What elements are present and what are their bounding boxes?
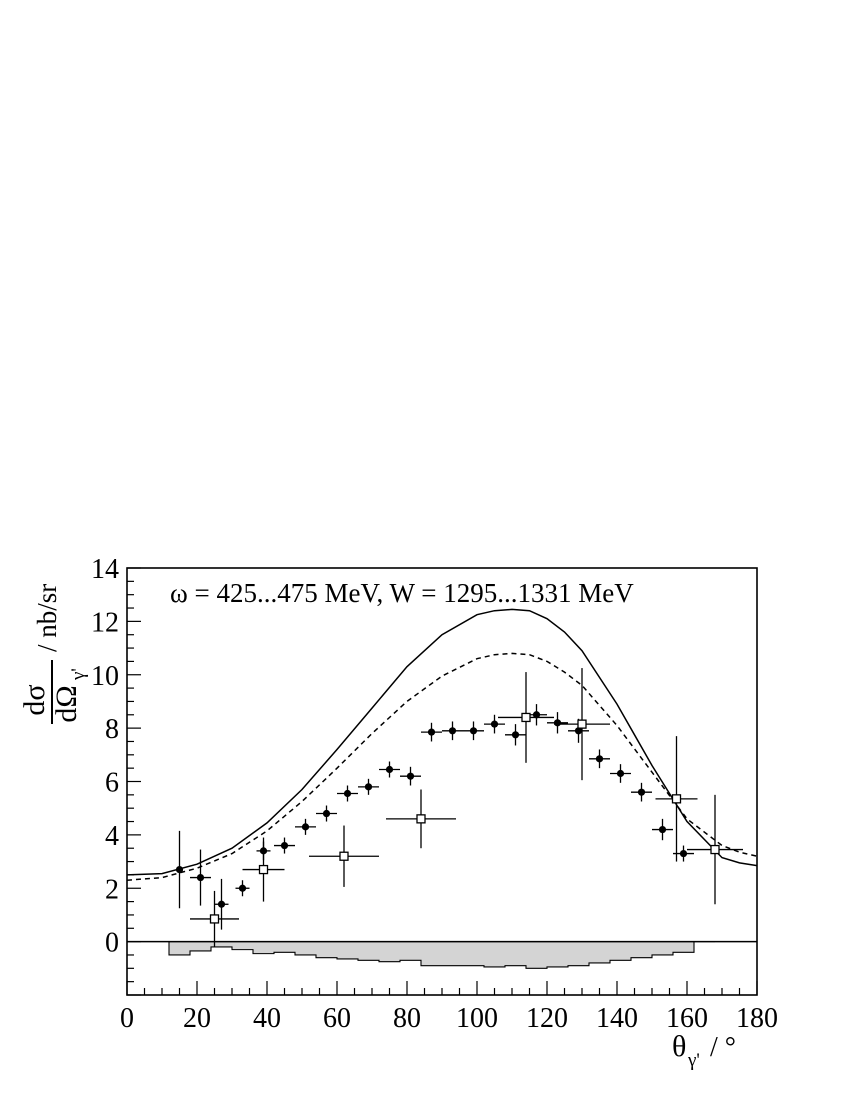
model-curves <box>126 608 758 881</box>
filled-circle-marker <box>490 720 499 728</box>
open-square-marker <box>209 914 220 924</box>
open-square-marker <box>710 844 720 855</box>
filled-circle-marker <box>301 823 310 831</box>
x-tick-label: 140 <box>596 1003 638 1034</box>
circle-point-14 <box>463 721 484 741</box>
square-point-0 <box>190 890 239 947</box>
y-tick-label: 14 <box>91 554 119 585</box>
y-tick-label: 0 <box>105 928 119 959</box>
axis-tick-labels: 0 20 40 60 80 100 120 140 160 180 0 2 4 6 8 10 12 14 <box>91 554 778 1034</box>
y-label-subscript: γ' <box>68 668 89 681</box>
x-tick-label: 160 <box>666 1003 708 1034</box>
x-tick-label: 20 <box>183 1003 211 1034</box>
open-square-marker <box>258 864 269 875</box>
filled-circle-marker <box>175 865 184 874</box>
x-axis-label: θ γ' / ° <box>672 1030 736 1071</box>
square-point-2 <box>309 825 379 887</box>
filled-circle-marker <box>658 825 667 834</box>
filled-circle-marker <box>616 769 625 778</box>
filled-circle-marker <box>196 873 205 882</box>
filled-circle-marker <box>385 765 394 774</box>
y-label-unit: / nb/sr <box>32 584 62 652</box>
x-tick-label: 0 <box>120 1003 134 1034</box>
circle-point-7 <box>316 805 337 822</box>
axis-ticks <box>126 567 758 996</box>
square-point-5 <box>554 668 610 781</box>
filled-circle-marker <box>364 783 373 791</box>
open-square-marker <box>577 719 587 729</box>
filled-circle-marker <box>280 841 289 850</box>
circle-point-2 <box>214 878 229 930</box>
filled-circle-marker <box>469 727 478 735</box>
square-point-7 <box>687 794 743 905</box>
circle-point-5 <box>274 837 295 854</box>
x-tick-label: 60 <box>323 1003 351 1034</box>
circle-point-1 <box>190 849 211 906</box>
dashed-model-curve <box>126 652 758 881</box>
filled-circle-marker <box>679 849 688 858</box>
x-tick-label: 80 <box>393 1003 421 1034</box>
circle-point-18 <box>547 712 568 734</box>
open-square-marker <box>521 712 531 723</box>
filled-circle-marker <box>553 719 562 727</box>
systematic-band-area <box>168 941 715 969</box>
circle-point-3 <box>235 880 250 897</box>
circle-point-16 <box>505 724 526 746</box>
square-point-3 <box>386 789 456 849</box>
x-label-unit: / ° <box>710 1032 736 1063</box>
circle-point-6 <box>295 818 316 835</box>
y-label-numerator: dσ <box>18 684 51 715</box>
square-point-1 <box>242 837 285 902</box>
x-tick-label: 120 <box>526 1003 568 1034</box>
y-tick-label: 12 <box>91 607 119 638</box>
systematic-error-band <box>168 941 715 969</box>
filled-circle-marker <box>595 755 604 763</box>
open-square-marker <box>671 794 682 804</box>
y-tick-label: 10 <box>91 661 119 692</box>
filled-circle-marker <box>637 788 646 796</box>
open-square-marker <box>416 814 426 824</box>
filled-circle-marker <box>574 727 583 735</box>
kinematics-annotation: ω = 425...475 MeV, W = 1295...1331 MeV <box>170 578 634 608</box>
square-point-4 <box>498 672 554 763</box>
circle-point-13 <box>442 721 463 741</box>
square-point-6 <box>655 736 698 862</box>
x-tick-label: 100 <box>456 1003 498 1034</box>
filled-circle-marker <box>238 884 247 892</box>
filled-circle-marker <box>511 731 520 739</box>
circle-point-15 <box>484 714 505 734</box>
y-label-denominator: dΩ <box>50 685 83 722</box>
filled-circle-marker <box>406 772 415 780</box>
filled-circle-marker <box>343 789 352 798</box>
x-tick-label: 180 <box>736 1003 778 1034</box>
circle-point-10 <box>379 761 400 778</box>
circle-point-21 <box>610 764 631 783</box>
filled-circle-marker <box>322 809 331 818</box>
data-points <box>175 668 743 947</box>
solid-model-curve <box>126 608 758 876</box>
filled-circle-marker <box>217 900 226 908</box>
circle-point-8 <box>337 785 358 802</box>
circle-point-11 <box>400 766 421 786</box>
y-axis-label: dσ dΩ γ' / nb/sr <box>18 584 89 724</box>
circle-point-12 <box>421 722 442 742</box>
circle-point-9 <box>358 778 379 795</box>
y-tick-label: 2 <box>105 874 119 905</box>
filled-circle-marker <box>532 711 541 719</box>
y-tick-label: 4 <box>105 821 119 852</box>
filled-circle-marker <box>448 727 457 735</box>
y-tick-label: 8 <box>105 714 119 745</box>
x-label-symbol: θ <box>672 1030 686 1063</box>
y-tick-label: 6 <box>105 768 119 799</box>
x-tick-label: 40 <box>253 1003 281 1034</box>
filled-circle-marker <box>427 728 436 736</box>
circle-point-20 <box>589 749 610 769</box>
x-label-subscript: γ' <box>687 1050 700 1071</box>
circle-point-23 <box>652 818 673 841</box>
circle-point-0 <box>175 830 184 909</box>
circle-point-22 <box>631 782 652 802</box>
open-square-marker <box>339 851 349 861</box>
